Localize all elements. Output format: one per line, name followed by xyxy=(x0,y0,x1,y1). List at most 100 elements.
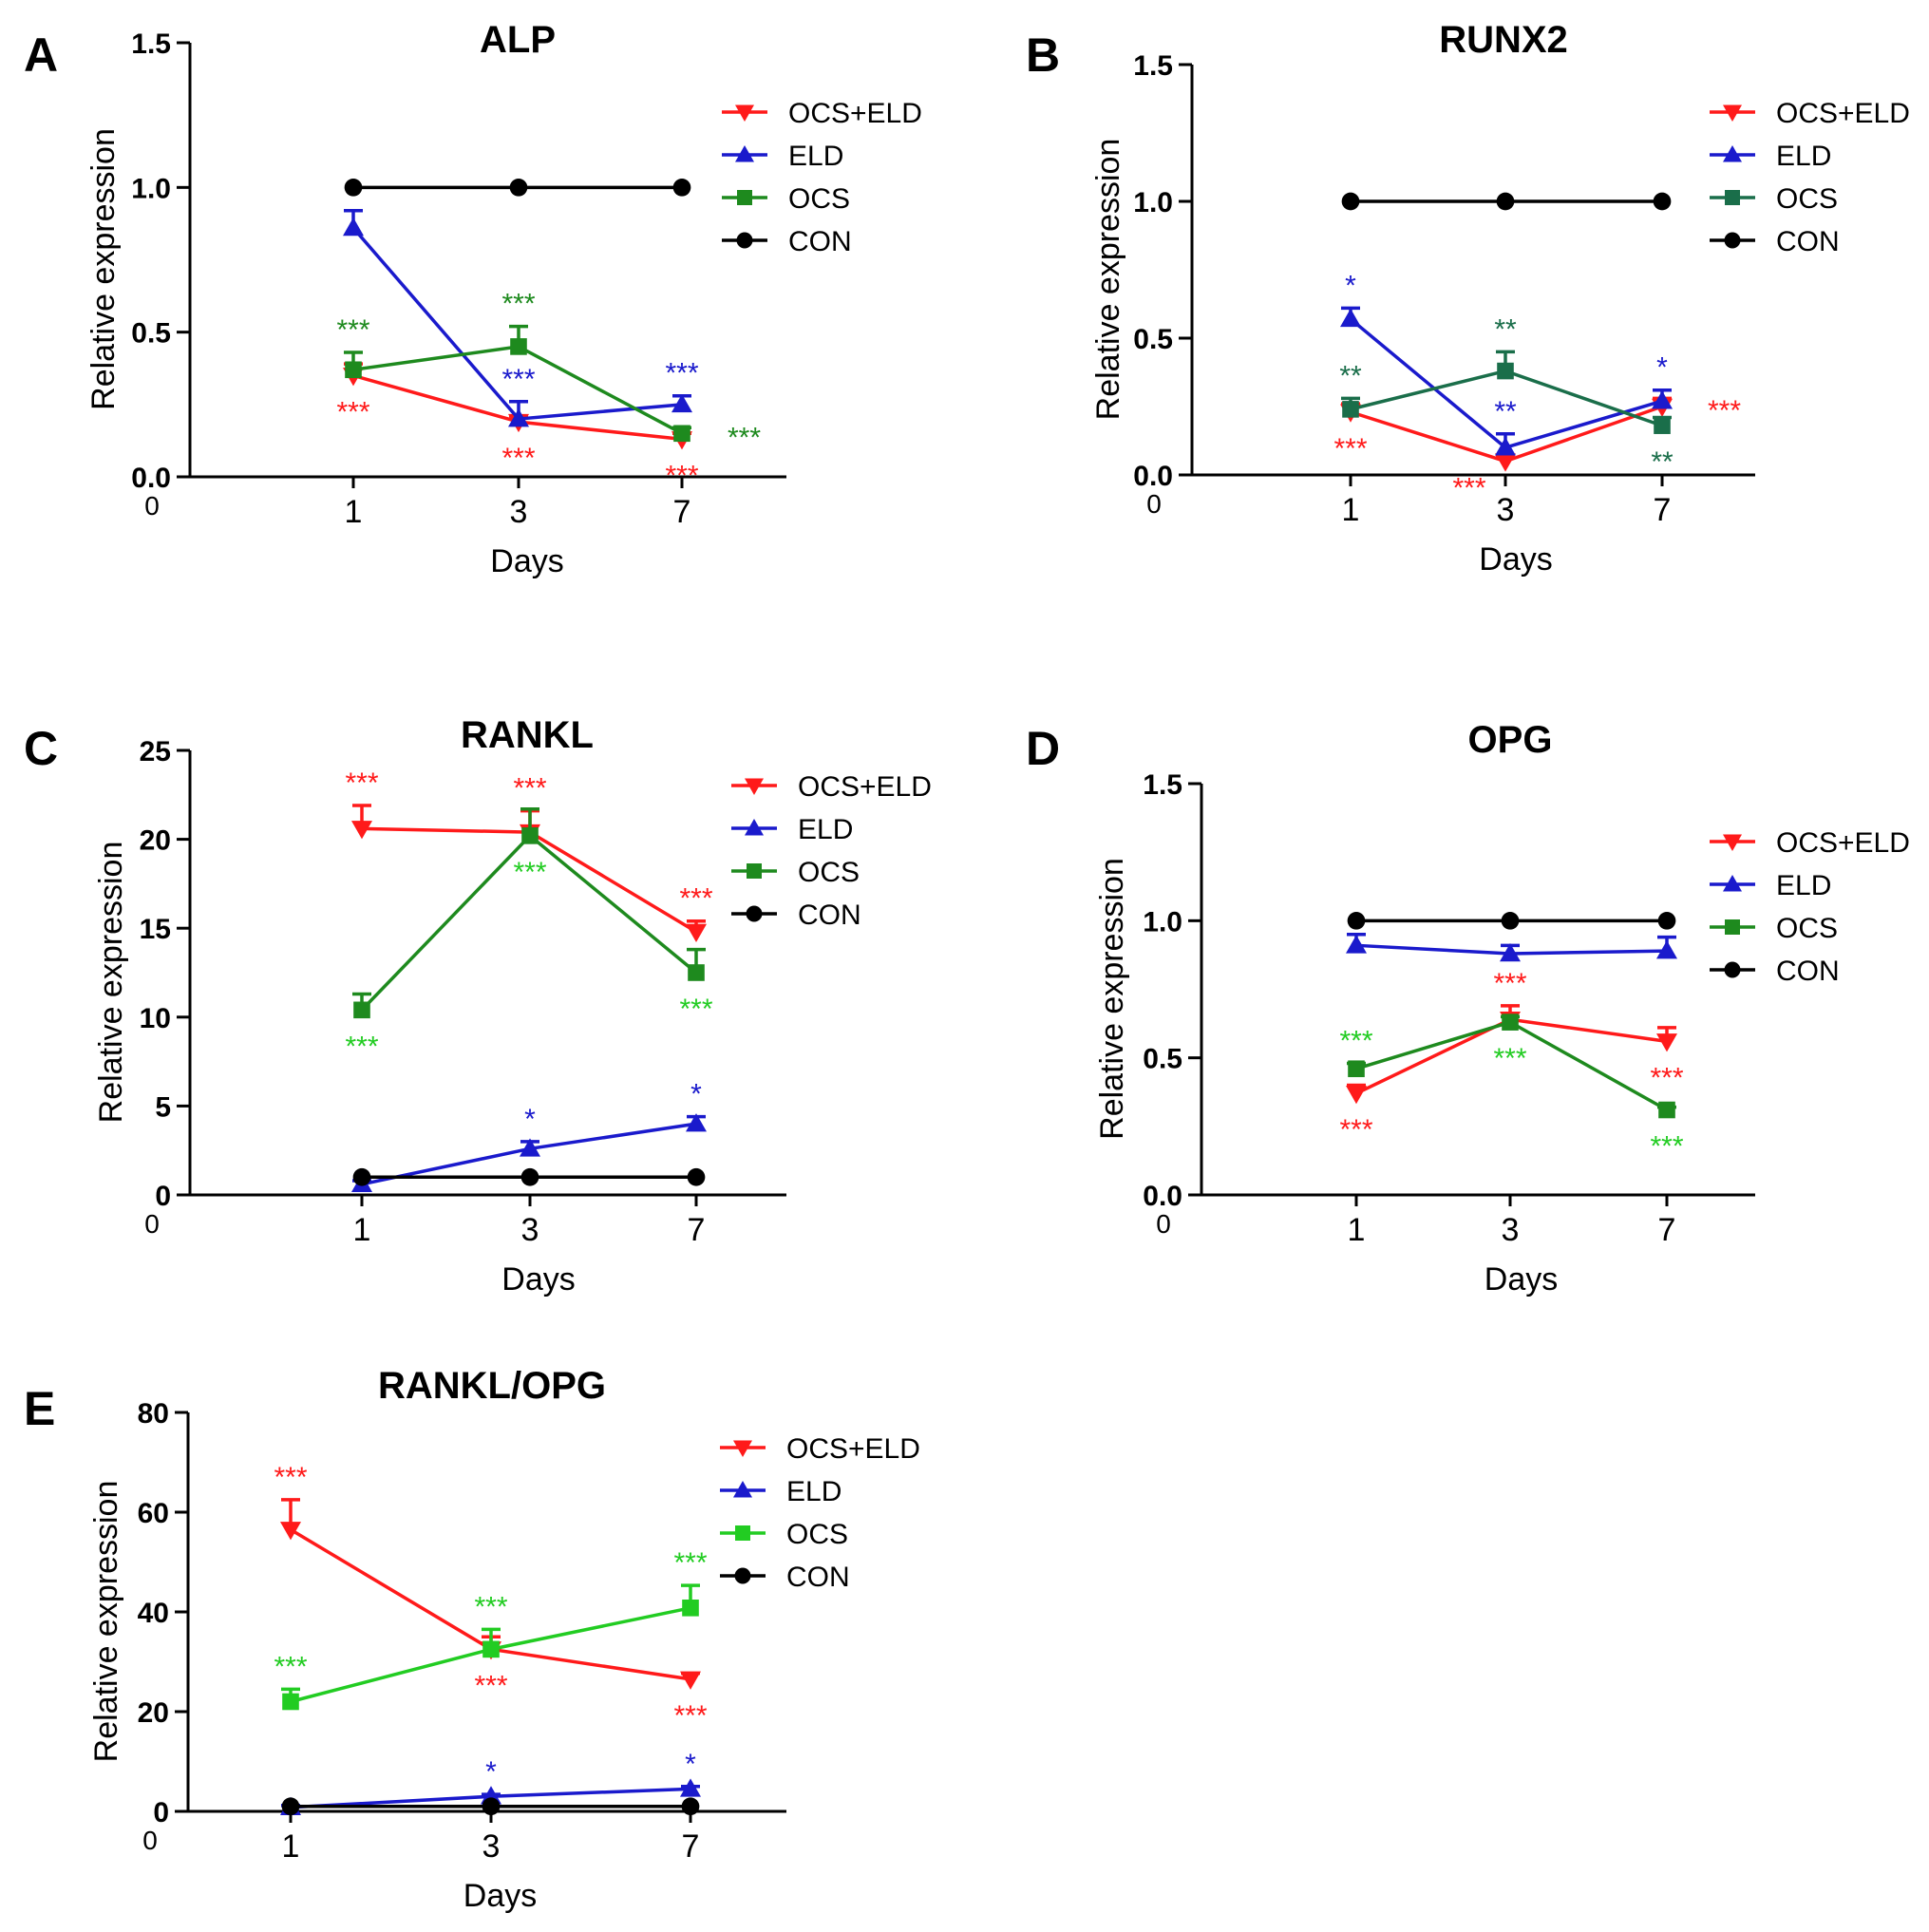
legend-marker xyxy=(747,863,762,879)
y-tick-label: 1.0 xyxy=(131,173,171,204)
y-tick-label: 0 xyxy=(155,1181,171,1212)
y-tick-label: 1.5 xyxy=(1143,769,1182,801)
legend-label: OCS xyxy=(786,1519,848,1550)
significance-marker: *** xyxy=(336,396,369,427)
x-axis-label: Days xyxy=(1485,1261,1558,1297)
significance-marker: *** xyxy=(501,289,535,320)
significance-marker: *** xyxy=(501,443,535,474)
data-point xyxy=(1501,911,1520,930)
x-tick-label: 1 xyxy=(345,494,363,530)
y-axis-label: Relative expression xyxy=(93,842,129,1124)
series-eld xyxy=(1340,306,1673,456)
panel-A: A ALP 0.0 0.5 1.0 1.5 0 1 3 7 Days Relative express… xyxy=(24,19,922,579)
legend-marker xyxy=(1723,145,1742,162)
y-tick-label: 10 xyxy=(140,1003,171,1034)
legend-marker xyxy=(733,1440,752,1457)
y-tick-label: 60 xyxy=(138,1498,169,1529)
legend-label: OCS xyxy=(798,857,860,888)
series-ocs xyxy=(1347,1013,1676,1119)
significance-marker: ** xyxy=(1494,396,1517,427)
y-tick-label: 1.5 xyxy=(1133,50,1173,82)
legend-label: OCS+ELD xyxy=(788,98,922,129)
legend: OCS+ELD ELD OCS CON xyxy=(722,98,922,257)
legend-label: ELD xyxy=(798,814,853,845)
x-tick-label: 0 xyxy=(144,1209,160,1239)
legend-label: CON xyxy=(1776,226,1840,257)
data-point xyxy=(482,1797,501,1816)
legend-marker xyxy=(1725,190,1740,205)
data-point xyxy=(672,178,691,197)
legend-marker xyxy=(1723,834,1742,851)
significance-marker: *** xyxy=(274,1462,307,1493)
data-point xyxy=(353,1001,370,1019)
y-tick-label: 1.0 xyxy=(1133,187,1173,218)
legend-marker xyxy=(735,1525,750,1541)
x-tick-label: 1 xyxy=(1348,1212,1366,1248)
x-tick-label: 3 xyxy=(1502,1212,1520,1248)
data-point xyxy=(1495,437,1516,456)
series-eld xyxy=(351,1113,707,1193)
y-tick-label: 0.0 xyxy=(1133,461,1173,492)
legend-marker xyxy=(1724,232,1741,249)
significance-marker: *** xyxy=(1493,968,1526,999)
data-point xyxy=(509,178,528,197)
significance-marker: *** xyxy=(728,422,761,453)
data-point xyxy=(671,393,692,413)
data-point xyxy=(508,408,529,427)
legend-marker xyxy=(1725,919,1740,935)
x-tick-label: 3 xyxy=(482,1828,501,1865)
legend-label: CON xyxy=(786,1562,850,1593)
legend-marker xyxy=(1723,875,1742,892)
panel-label: A xyxy=(24,28,58,82)
y-tick-label: 20 xyxy=(140,825,171,857)
panel-C: C RANKL 0 5 10 15 20 25 0 1 3 7 Days Relative express… xyxy=(24,714,932,1297)
y-tick-label: 1.0 xyxy=(1143,906,1182,938)
legend-label: CON xyxy=(788,226,852,257)
legend-label: OCS+ELD xyxy=(1776,827,1910,859)
x-tick-label: 1 xyxy=(1342,492,1360,528)
y-axis-label: Relative expression xyxy=(1090,139,1126,421)
chart-title: RUNX2 xyxy=(1439,19,1568,61)
x-tick-label: 3 xyxy=(1497,492,1515,528)
y-tick-label: 5 xyxy=(155,1091,171,1123)
legend-label: ELD xyxy=(788,141,843,172)
data-point xyxy=(344,178,363,197)
data-point xyxy=(1342,401,1359,418)
series-con xyxy=(344,178,691,197)
significance-marker: *** xyxy=(673,1547,707,1579)
significance-marker: *** xyxy=(665,460,698,491)
data-point xyxy=(351,821,372,840)
significance-marker: * xyxy=(485,1756,497,1788)
legend-label: OCS+ELD xyxy=(786,1433,920,1465)
significance-marker: *** xyxy=(513,857,546,888)
significance-marker: *** xyxy=(1339,1114,1372,1146)
data-point xyxy=(345,361,362,379)
legend-label: OCS+ELD xyxy=(798,771,932,803)
data-point xyxy=(1341,192,1360,211)
panel-label: C xyxy=(24,722,58,775)
significance-marker: * xyxy=(690,1079,702,1110)
x-tick-label: 0 xyxy=(1146,489,1162,519)
legend-marker xyxy=(735,145,754,162)
legend-marker xyxy=(736,232,753,249)
data-point xyxy=(520,1138,540,1157)
y-axis-label: Relative expression xyxy=(1094,858,1130,1140)
panel-E: E RANKL/OPG 0 20 40 60 80 0 1 3 7 Days Relative expr… xyxy=(24,1365,920,1914)
data-point xyxy=(1495,453,1516,472)
data-point xyxy=(343,217,364,237)
legend-marker xyxy=(733,1481,752,1498)
data-point xyxy=(1348,1060,1365,1078)
x-tick-label: 0 xyxy=(142,1826,158,1855)
y-tick-label: 1.5 xyxy=(131,28,171,60)
legend-marker xyxy=(734,1567,751,1584)
significance-marker: * xyxy=(1345,270,1356,301)
data-point xyxy=(680,1671,701,1690)
data-point xyxy=(281,1797,300,1816)
data-point xyxy=(521,827,539,844)
x-tick-label: 1 xyxy=(353,1212,371,1248)
significance-marker: *** xyxy=(1650,1131,1683,1163)
significance-marker: *** xyxy=(1339,1025,1372,1056)
legend-marker xyxy=(737,190,752,205)
data-point xyxy=(282,1693,299,1711)
